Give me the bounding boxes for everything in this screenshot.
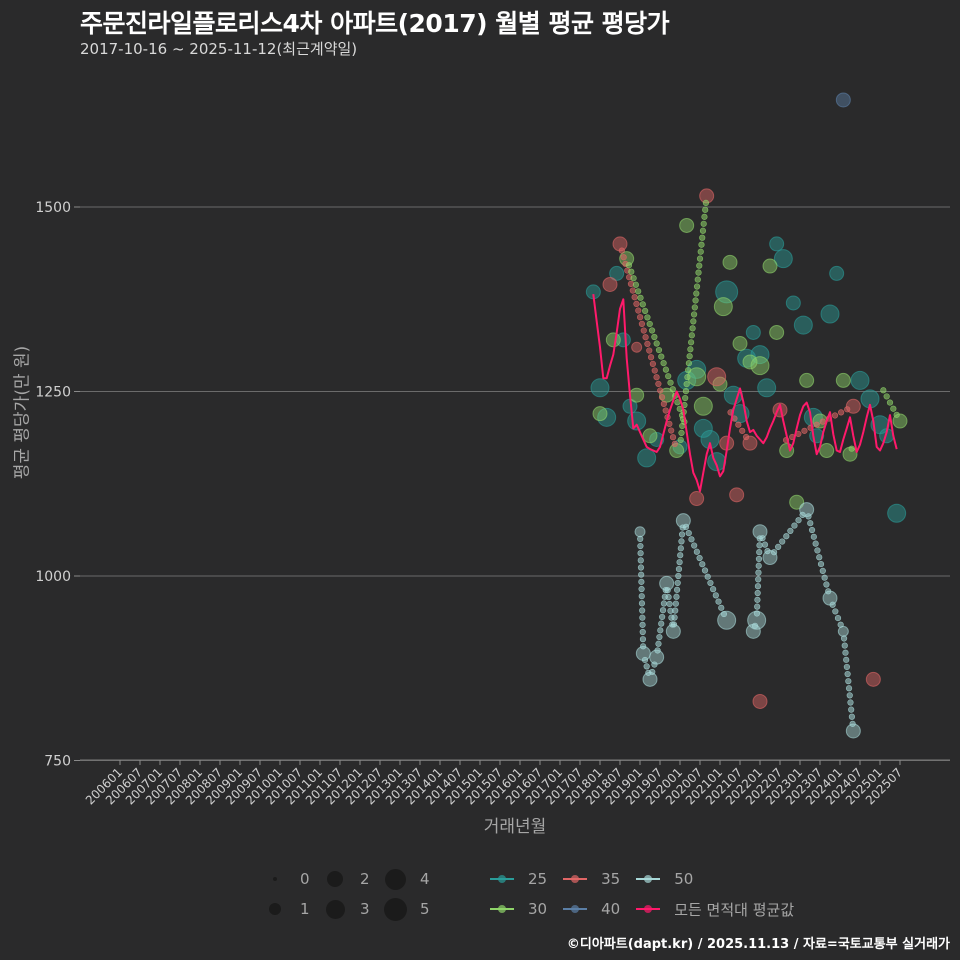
legend-line-icon: [490, 905, 514, 913]
data-point: [629, 387, 645, 403]
data-point: [729, 487, 745, 503]
y-tick-label: 1000: [35, 569, 71, 585]
legend-label: 40: [601, 900, 621, 918]
data-point: [609, 265, 625, 281]
series-legend-item: 50: [636, 864, 794, 894]
series-50: [634, 502, 861, 739]
series-legend-item: 모든 면적대 평균값: [636, 894, 794, 924]
data-point: [750, 356, 770, 376]
data-point: [642, 428, 658, 444]
legend-label: 35: [601, 870, 621, 888]
series-40: [835, 92, 851, 108]
data-point: [700, 429, 720, 449]
data-point: [837, 625, 849, 637]
data-point: [732, 336, 748, 352]
size-legend-item: 2: [324, 864, 384, 894]
size-legend: 0 1 2 3 4 5: [264, 864, 444, 924]
chart-subtitle: 2017-10-16 ~ 2025-11-12(최근계약일): [80, 40, 358, 58]
y-tick-label: 1250: [35, 385, 71, 401]
data-point: [707, 367, 727, 387]
data-point: [757, 378, 777, 398]
data-point: [712, 376, 728, 392]
data-point: [742, 354, 758, 370]
legend-label: 30: [528, 900, 548, 918]
data-point: [799, 372, 815, 388]
data-point: [865, 671, 881, 687]
data-point: [631, 341, 643, 353]
data-point: [829, 265, 845, 281]
series-legend-item: 30: [490, 894, 547, 924]
legend-line-icon: [563, 905, 588, 913]
size-legend-item: 3: [324, 894, 384, 924]
size-legend-item: 4: [384, 864, 444, 894]
source-caption: ©디아파트(dapt.kr) / 2025.11.13 / 자료=국토교통부 실…: [566, 937, 950, 952]
series-25: [585, 236, 907, 523]
data-point: [820, 304, 840, 324]
legend-line-icon: [636, 875, 661, 883]
data-point: [590, 378, 610, 398]
data-point: [605, 332, 621, 348]
data-point: [689, 491, 705, 507]
data-point: [634, 526, 646, 538]
size-legend-item: 1: [264, 894, 324, 924]
legend-label: 25: [528, 870, 548, 888]
size-legend-item: 5: [383, 894, 444, 924]
data-point: [602, 276, 618, 292]
data-point: [693, 418, 713, 438]
data-point: [789, 494, 805, 510]
data-point: [793, 315, 813, 335]
data-point: [715, 280, 739, 304]
data-point: [819, 443, 835, 459]
data-point: [693, 396, 713, 416]
legend-line-icon: [490, 875, 514, 883]
data-point: [722, 254, 738, 270]
chart-legend: 0 1 2 3 4 5 25 30 35 40 50 모든 면적대 평균값: [264, 864, 794, 924]
data-point: [850, 370, 870, 390]
mean-price-line: [592, 293, 898, 493]
series-30: [592, 217, 908, 510]
size-legend-item: 0: [264, 864, 324, 894]
y-axis-label: 평균 평당가(만 원): [12, 345, 33, 480]
data-point: [762, 258, 778, 274]
data-point: [835, 92, 851, 108]
data-point: [803, 407, 823, 427]
data-point: [627, 411, 647, 431]
data-point: [713, 297, 733, 317]
data-point: [835, 372, 851, 388]
data-point: [773, 249, 793, 269]
x-axis-label: 거래년월: [483, 817, 547, 837]
data-point: [679, 217, 695, 233]
series-legend-item: 40: [563, 894, 620, 924]
legend-line-icon: [563, 875, 588, 883]
data-point: [597, 407, 617, 427]
chart-title: 주문진라일플로리스4차 아파트(2017) 월별 평균 평당가: [80, 9, 670, 38]
series-legend: 25 30 35 40 50 모든 면적대 평균값: [490, 864, 794, 924]
data-point: [785, 295, 801, 311]
data-point: [887, 503, 907, 523]
series-legend-item: 25: [490, 864, 547, 894]
data-point: [592, 406, 608, 422]
y-tick-label: 1500: [35, 200, 71, 216]
data-point: [752, 693, 768, 709]
series-35: [602, 188, 881, 709]
series-legend-item: 35: [563, 864, 620, 894]
y-tick-label: 750: [44, 754, 71, 770]
data-point: [769, 236, 785, 252]
data-point: [769, 324, 785, 340]
legend-line-icon: [636, 905, 661, 913]
legend-label: 50: [674, 870, 694, 888]
legend-label: 모든 면적대 평균값: [674, 900, 795, 919]
data-point: [637, 448, 657, 468]
data-point: [745, 324, 761, 340]
